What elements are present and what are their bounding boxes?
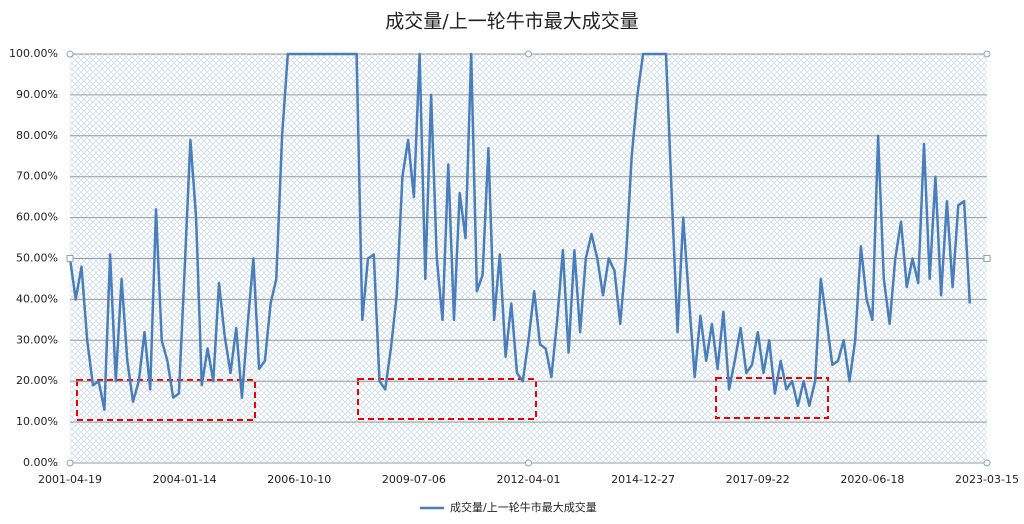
highlight-box [357,378,537,420]
x-tick-label: 2023-03-15 [955,473,1019,486]
legend-label: 成交量/上一轮牛市最大成交量 [450,500,597,514]
y-tick-label: 60.00% [16,211,58,224]
chart-title: 成交量/上一轮牛市最大成交量 [385,11,638,33]
data-line [68,52,972,412]
y-tick-label: 30.00% [16,333,58,346]
y-tick-label: 50.00% [16,252,58,265]
frame-handle [983,50,991,58]
x-tick-label: 2014-12-27 [611,473,675,486]
y-tick-label: 80.00% [16,129,58,142]
frame-handle [66,50,74,58]
frame-handle [66,459,74,467]
highlight-box [76,379,256,421]
frame-handle [525,459,532,467]
frame-handle [66,255,74,262]
y-tick-label: 100.00% [9,47,58,60]
y-tick-label: 90.00% [16,88,58,101]
frame-handle [525,50,532,58]
x-tick-label: 2009-07-06 [382,473,446,486]
y-tick-label: 10.00% [16,415,58,428]
x-tick-label: 2017-09-22 [726,473,790,486]
y-tick-label: 20.00% [16,374,58,387]
y-tick-label: 70.00% [16,170,58,183]
x-tick-label: 2001-04-19 [38,473,102,486]
frame-handle [983,459,991,467]
x-tick-label: 2006-10-10 [267,473,331,486]
x-tick-label: 2004-01-14 [153,473,217,486]
y-tick-label: 0.00% [23,456,58,469]
x-tick-label: 2012-04-01 [497,473,561,486]
x-tick-label: 2020-06-18 [840,473,904,486]
frame-handle [983,255,991,262]
y-tick-label: 40.00% [16,292,58,305]
